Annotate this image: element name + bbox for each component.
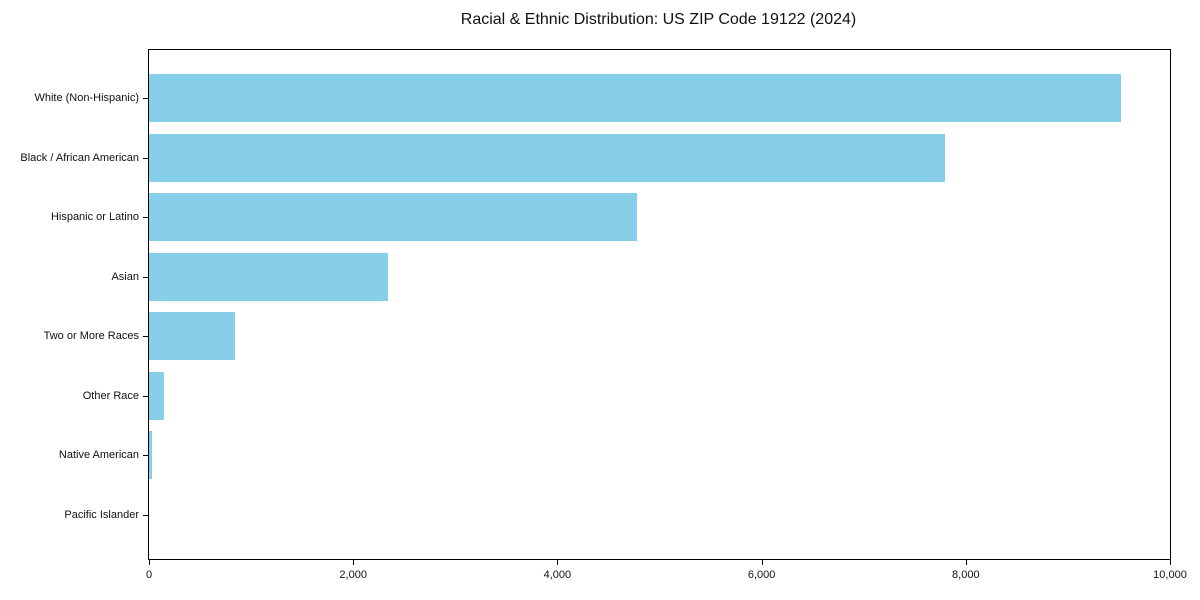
x-tick-mark [353, 560, 355, 565]
bar [149, 133, 946, 182]
x-tick-label: 2,000 [339, 569, 367, 581]
x-tick-mark [557, 560, 559, 565]
y-tick-mark [143, 217, 148, 219]
x-tick-label: 8,000 [952, 569, 980, 581]
x-tick-label: 10,000 [1153, 569, 1187, 581]
bar [149, 193, 638, 242]
y-tick-label: Native American [58, 449, 139, 462]
x-tick-mark [1170, 560, 1171, 565]
y-tick-label: Pacific Islander [64, 508, 139, 521]
plot-area: White (Non-Hispanic) Black / African Amer… [20, 49, 1187, 581]
y-tick-mark [143, 395, 148, 397]
bar [149, 371, 164, 420]
bar [149, 252, 388, 301]
y-tick-mark [143, 98, 148, 99]
y-tick-label: White (Non-Hispanic) [34, 92, 139, 104]
y-tick-mark [143, 157, 148, 159]
x-tick-label: 4,000 [543, 569, 572, 581]
y-tick-mark [143, 336, 148, 338]
x-tick-label: 0 [145, 569, 153, 581]
y-tick-mark [143, 455, 148, 457]
bar [149, 74, 1121, 122]
y-tick-label: Hispanic or Latino [50, 211, 139, 224]
y-tick-mark [143, 276, 148, 278]
x-tick-mark [761, 560, 763, 565]
y-tick-label: Black / African American [20, 151, 139, 164]
chart-title: Racial & Ethnic Distribution: US ZIP Cod… [460, 11, 857, 28]
y-tick-label: Other Race [82, 389, 139, 402]
bar [149, 312, 235, 361]
y-tick-label: Two or More Races [43, 330, 139, 343]
bar [149, 431, 153, 480]
x-tick-label: 6,000 [747, 569, 776, 581]
x-tick-mark [149, 560, 150, 565]
x-tick-mark [965, 560, 967, 565]
y-tick-label: Asian [111, 270, 139, 283]
y-tick-mark [143, 514, 148, 516]
